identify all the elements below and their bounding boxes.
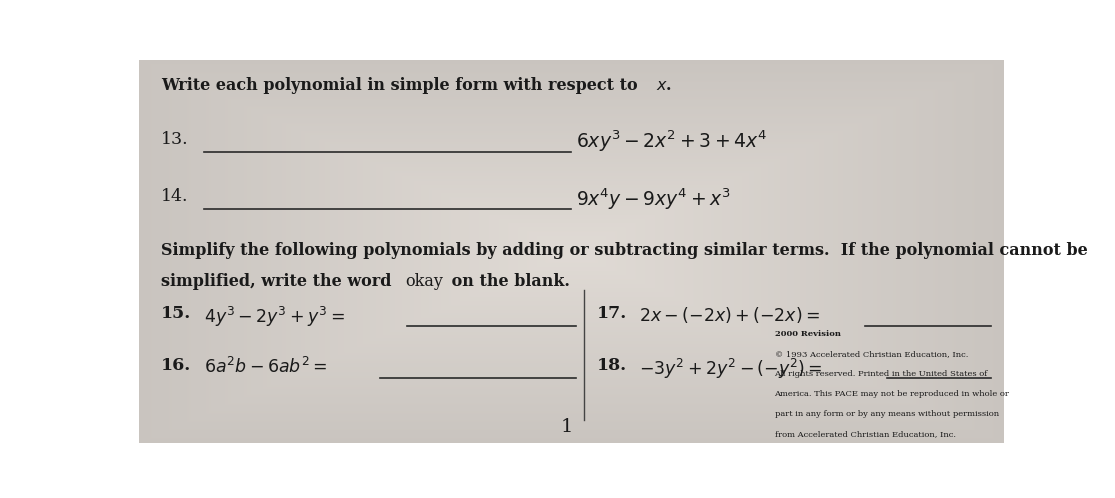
Text: 18.: 18. [598, 357, 628, 374]
Text: $-3y^2+2y^2-(-y^2)=$: $-3y^2+2y^2-(-y^2)=$ [639, 357, 823, 381]
Text: okay: okay [406, 272, 444, 289]
Text: 15.: 15. [161, 305, 192, 322]
Text: $\mathit{x}$.: $\mathit{x}$. [656, 77, 672, 94]
Text: simplified, write the word: simplified, write the word [161, 272, 397, 289]
Text: part in any form or by any means without permission: part in any form or by any means without… [775, 410, 999, 418]
Text: $9x^4y-9xy^4+x^3$: $9x^4y-9xy^4+x^3$ [575, 186, 730, 212]
Text: 2000 Revision: 2000 Revision [775, 330, 841, 338]
Text: 17.: 17. [598, 305, 628, 322]
Text: $6xy^3-2x^2+3+4x^4$: $6xy^3-2x^2+3+4x^4$ [575, 129, 767, 154]
Text: 1: 1 [561, 418, 573, 436]
Text: $4y^3-2y^3+y^3=$: $4y^3-2y^3+y^3=$ [204, 305, 346, 329]
Text: 14.: 14. [161, 188, 188, 205]
Text: $6a^2b-6ab^2=$: $6a^2b-6ab^2=$ [204, 357, 328, 377]
Text: on the blank.: on the blank. [446, 272, 570, 289]
Text: All rights reserved. Printed in the United States of: All rights reserved. Printed in the Unit… [775, 370, 988, 378]
Text: 13.: 13. [161, 130, 188, 148]
Text: America. This PACE may not be reproduced in whole or: America. This PACE may not be reproduced… [775, 390, 1009, 398]
Text: $2x-(-2x)+(-2x)=$: $2x-(-2x)+(-2x)=$ [639, 305, 820, 325]
Text: Simplify the following polynomials by adding or subtracting similar terms.  If t: Simplify the following polynomials by ad… [161, 242, 1088, 259]
Text: © 1993 Accelerated Christian Education, Inc.: © 1993 Accelerated Christian Education, … [775, 350, 968, 358]
Text: from Accelerated Christian Education, Inc.: from Accelerated Christian Education, In… [775, 430, 956, 438]
Text: 16.: 16. [161, 357, 192, 374]
Text: Write each polynomial in simple form with respect to: Write each polynomial in simple form wit… [161, 77, 643, 94]
